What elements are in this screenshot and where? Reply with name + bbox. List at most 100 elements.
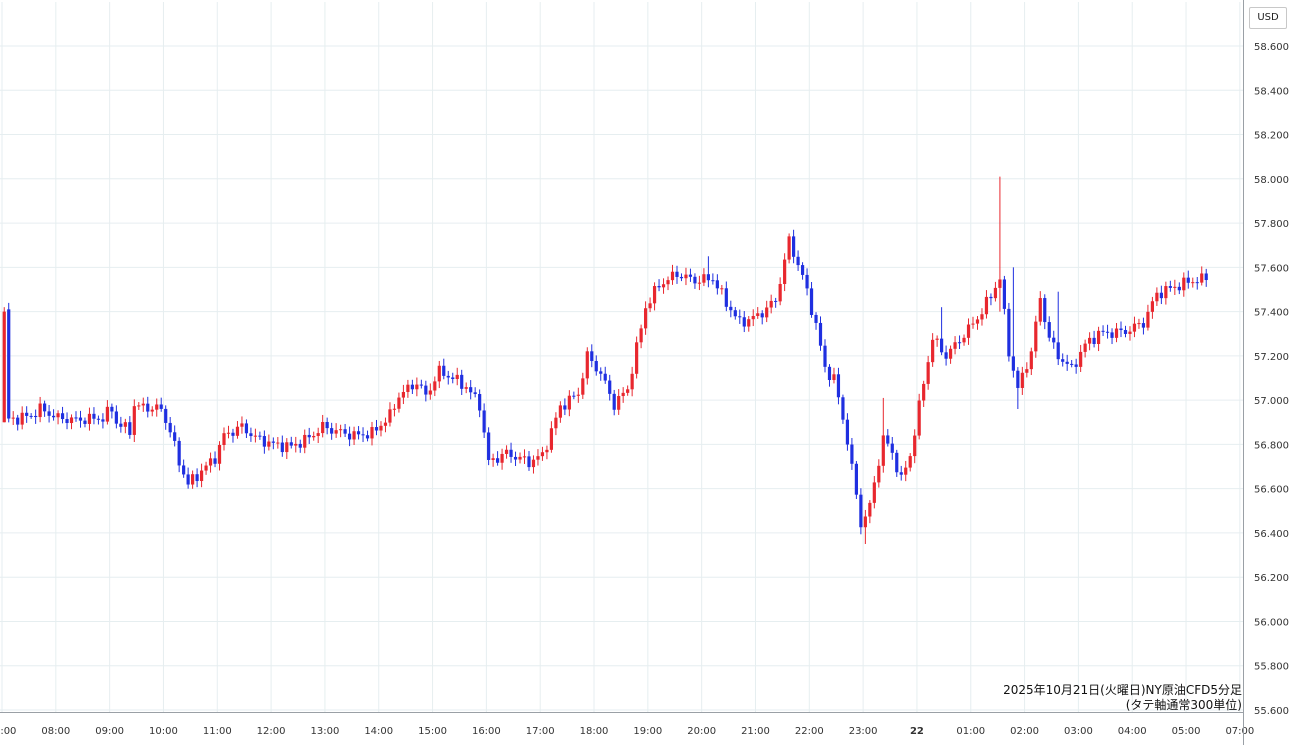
candle-body <box>1011 356 1015 371</box>
candle-body <box>500 453 504 463</box>
candle-body <box>603 373 607 381</box>
candle-body <box>863 516 867 528</box>
candle-body <box>451 377 455 380</box>
candle-body <box>56 413 60 418</box>
x-tick-label: 03:00 <box>1064 726 1093 737</box>
y-tick-label: 57.800 <box>1254 219 1289 230</box>
candle-body <box>101 419 105 422</box>
candle-body <box>356 431 361 435</box>
candle-body <box>1025 369 1029 373</box>
candle-body <box>679 276 684 279</box>
candle-body <box>1146 311 1150 328</box>
candle-body <box>365 435 370 439</box>
candle-body <box>1137 323 1141 325</box>
candle-body <box>783 259 787 284</box>
candle-body <box>899 472 903 475</box>
x-tick-label: 14:00 <box>364 726 393 737</box>
candle-body <box>164 408 168 423</box>
x-tick-label: 22 <box>910 726 924 737</box>
candle-body <box>388 409 392 423</box>
candle-body <box>661 284 666 288</box>
y-tick-label: 57.200 <box>1254 352 1289 363</box>
candle-body <box>204 465 208 471</box>
candle-body <box>424 385 428 395</box>
candle-body <box>1164 286 1168 299</box>
candle-body <box>339 429 343 431</box>
candle-body <box>182 465 186 475</box>
candle-body <box>92 413 96 419</box>
candle-body <box>522 456 527 458</box>
candle-body <box>267 441 271 447</box>
candle-body <box>747 319 751 327</box>
candle-body <box>1155 292 1159 302</box>
candle-body <box>1105 331 1110 333</box>
candle-body <box>379 425 383 431</box>
candle-body <box>931 339 935 363</box>
candle-body <box>316 433 320 436</box>
currency-badge[interactable]: USD <box>1249 7 1287 29</box>
y-tick-label: 57.400 <box>1254 308 1289 319</box>
candle-body <box>796 256 800 266</box>
candle-body <box>621 392 625 397</box>
candle-body <box>908 456 912 468</box>
x-tick-label: 16:00 <box>472 726 501 737</box>
candle-body <box>1110 332 1114 338</box>
candle-body <box>110 406 114 412</box>
candle-body <box>231 432 235 436</box>
x-tick-label: 22:00 <box>795 726 824 737</box>
candle-body <box>1061 359 1065 362</box>
candle-body <box>648 303 652 309</box>
candle-body <box>1204 273 1208 281</box>
candle-body <box>563 405 567 410</box>
candle-body <box>966 324 971 338</box>
candle-body <box>222 433 226 445</box>
candle-body <box>630 373 634 390</box>
candle-body <box>765 307 769 318</box>
candle-body <box>168 422 172 433</box>
candle-body <box>7 309 11 419</box>
candle-body <box>1034 321 1038 352</box>
candle-body <box>253 435 258 437</box>
candle-body <box>1047 322 1051 338</box>
candle-body <box>410 384 414 390</box>
candle-body <box>51 415 56 418</box>
candle-body <box>774 300 778 302</box>
y-tick-label: 56.800 <box>1254 440 1289 451</box>
candle-body <box>805 274 809 289</box>
candle-body <box>706 274 710 281</box>
candle-body <box>845 419 850 445</box>
candle-body <box>312 435 316 438</box>
candle-body <box>711 280 715 282</box>
candle-body <box>1002 279 1006 309</box>
candle-body <box>60 413 65 420</box>
candle-body <box>289 442 293 446</box>
candle-body <box>832 374 836 381</box>
candle-body <box>814 314 818 323</box>
x-tick-label: 07:00 <box>1225 726 1254 737</box>
candle-body <box>1173 286 1177 288</box>
y-tick-label: 57.600 <box>1254 263 1289 274</box>
candle-body <box>473 392 477 395</box>
candle-body <box>608 380 612 394</box>
candle-body <box>437 365 441 382</box>
candle-body <box>1065 361 1069 364</box>
candle-body <box>47 411 51 416</box>
x-tick-label: 05:00 <box>1172 726 1201 737</box>
candle-body <box>536 456 540 460</box>
candle-body <box>2 311 6 423</box>
candle-body <box>792 236 796 257</box>
candle-body <box>141 403 145 406</box>
candle-body <box>850 444 854 464</box>
candle-body <box>43 403 47 412</box>
x-tick-label: 10:00 <box>149 726 178 737</box>
candle-body <box>460 374 464 389</box>
candle-body <box>756 313 760 316</box>
candle-body <box>809 288 814 315</box>
candle-body <box>83 420 87 424</box>
candle-body <box>881 435 885 466</box>
candle-body <box>917 400 921 436</box>
y-tick-label: 58.000 <box>1254 175 1289 186</box>
candle-body <box>469 387 473 393</box>
candle-body <box>271 441 275 443</box>
